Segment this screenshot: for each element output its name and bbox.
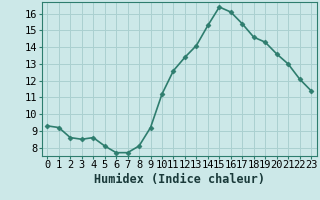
X-axis label: Humidex (Indice chaleur): Humidex (Indice chaleur) [94,173,265,186]
